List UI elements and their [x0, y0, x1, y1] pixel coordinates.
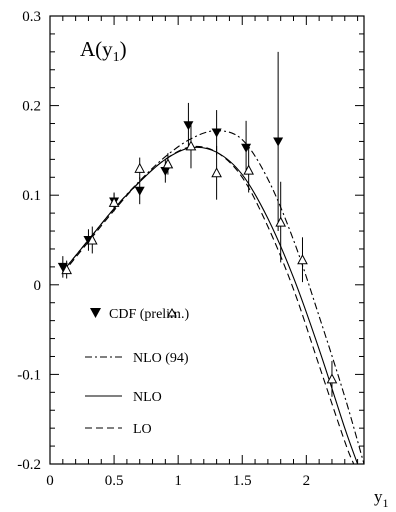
- legend: CDF (prelim.) NLO (94) NLO LO: [85, 307, 189, 437]
- cdf-point: [273, 137, 284, 147]
- x-axis-title-main: y: [374, 487, 383, 506]
- prelim-point: [326, 373, 338, 384]
- prelim-point: [211, 167, 222, 178]
- prelim-point: [134, 162, 146, 173]
- prelim-point: [61, 263, 72, 275]
- axis-ticks: [49, 15, 364, 465]
- legend-nlo-label: NLO: [133, 390, 162, 405]
- x-tick-label: 0: [46, 473, 54, 489]
- x-tick-label: 0.5: [105, 473, 124, 489]
- prelim-point: [185, 140, 197, 151]
- prelim-point: [108, 196, 120, 207]
- prelim-point: [162, 158, 174, 169]
- prelim-point: [297, 254, 308, 265]
- cdf-point: [57, 262, 68, 272]
- legend-lo-label: LO: [133, 422, 152, 437]
- data-points: [57, 51, 338, 397]
- x-axis-title: y1: [374, 487, 389, 510]
- y-tick-label: 0.3: [22, 9, 41, 25]
- panel-title-main: A(y: [80, 37, 113, 61]
- plot-frame: [49, 15, 365, 465]
- panel-title-sub: 1: [113, 50, 120, 65]
- x-axis-title-sub: 1: [383, 496, 389, 510]
- curve-lo: [62, 145, 355, 465]
- curve-nlo: [62, 146, 359, 465]
- cdf-point: [134, 186, 145, 196]
- legend-cdf-label: CDF (prelim.): [109, 307, 189, 322]
- y-tick-label: 0.1: [22, 188, 41, 204]
- legend-prelim-marker: [167, 307, 177, 317]
- x-tick-label: 2: [303, 473, 311, 489]
- tick-labels: 0 0.5 1 1.5 2 -0.2 -0.1 0 0.1 0.2 0.3: [17, 9, 310, 489]
- legend-cdf-marker: [90, 308, 101, 318]
- legend-nlo94-label: NLO (94): [133, 351, 189, 366]
- y-tick-label: -0.1: [17, 367, 41, 383]
- prelim-point: [243, 164, 254, 175]
- cdf-point: [183, 121, 194, 131]
- curve-nlo-94: [62, 130, 365, 465]
- cdf-point: [160, 167, 171, 177]
- x-tick-label: 1: [174, 473, 182, 489]
- prelim-point: [275, 216, 287, 227]
- legend-prelim-text: prelim.): [144, 307, 189, 322]
- y-tick-label: 0: [34, 278, 42, 294]
- legend-cdf-text: CDF (: [109, 307, 145, 322]
- cdf-point: [241, 143, 252, 153]
- panel-title-close: ): [120, 37, 127, 61]
- x-tick-label: 1.5: [233, 473, 252, 489]
- y-tick-label: 0.2: [22, 99, 41, 115]
- y-tick-label: -0.2: [17, 457, 41, 473]
- prelim-point: [86, 234, 98, 245]
- cdf-point: [211, 128, 222, 138]
- panel-title: A(y1): [80, 37, 127, 65]
- theory-curves: [62, 130, 365, 465]
